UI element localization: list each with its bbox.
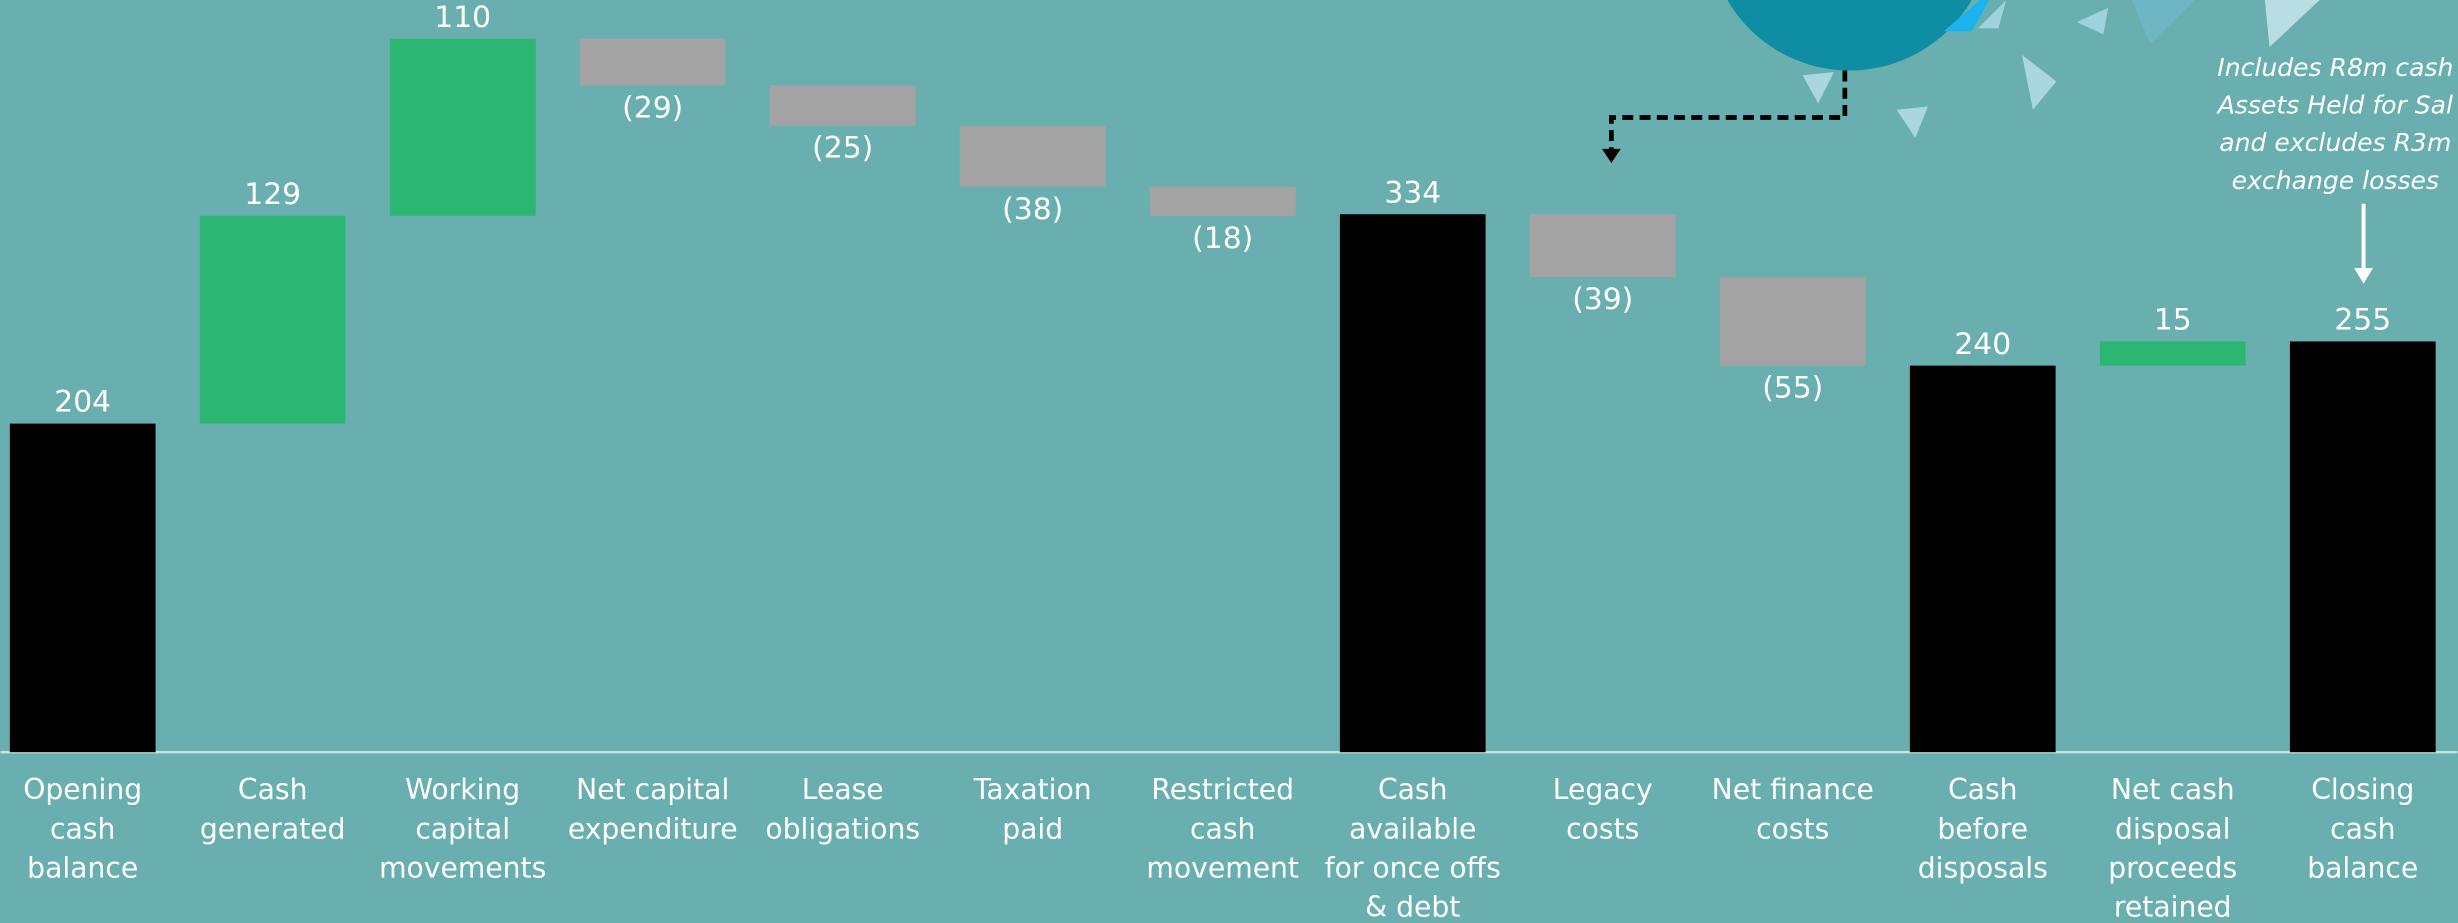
bar	[2100, 341, 2246, 365]
x-tick-label: Net capital expenditure	[556, 771, 750, 849]
x-tick-label: Net cash disposal proceeds retained	[2076, 771, 2270, 923]
value-label: 255	[2334, 303, 2391, 338]
x-tick-label: Cash generated	[176, 771, 370, 849]
x-label-box: Cash generated	[176, 771, 370, 923]
annotation: Assets Held for Sal	[2216, 91, 2453, 120]
x-label-box: Net capital expenditure	[556, 771, 750, 923]
value-label: 334	[1384, 175, 1441, 210]
x-label-box: Lease obligations	[746, 771, 940, 923]
bar	[1910, 366, 2056, 753]
annotation: exchange losses	[2232, 166, 2439, 195]
x-label-box: Legacy costs	[1506, 771, 1700, 923]
x-label-box: Opening cash balance	[0, 771, 180, 923]
bar	[2290, 341, 2436, 752]
bar	[10, 424, 156, 753]
value-label: (29)	[622, 90, 683, 125]
value-label: 240	[1954, 327, 2011, 362]
value-label: 15	[2154, 303, 2192, 338]
x-label-box: Working capital movements	[366, 771, 560, 923]
x-label-box: Cash available for once offs & debt	[1316, 771, 1510, 923]
bar	[1530, 214, 1676, 277]
x-tick-label: Opening cash balance	[0, 771, 180, 889]
x-label-box: Restricted cash movement	[1126, 771, 1320, 923]
bar	[1720, 277, 1866, 366]
x-tick-label: Taxation paid	[936, 771, 1130, 849]
value-label: (55)	[1762, 371, 1823, 406]
x-tick-label: Legacy costs	[1506, 771, 1700, 849]
value-label: (39)	[1572, 282, 1633, 317]
x-label-box: Net cash disposal proceeds retained	[2076, 771, 2270, 923]
x-tick-label: Net finance costs	[1696, 771, 1890, 849]
value-label: 204	[54, 385, 111, 420]
annotation: Includes R8m cash	[2217, 53, 2453, 82]
x-label-box: Cash before disposals	[1886, 771, 2080, 923]
bar	[580, 39, 726, 86]
x-tick-label: Restricted cash movement	[1126, 771, 1320, 889]
value-label: (18)	[1192, 221, 1253, 256]
bar	[1340, 214, 1486, 752]
x-tick-label: Closing cash balance	[2266, 771, 2458, 889]
x-tick-label: Cash before disposals	[1886, 771, 2080, 889]
bar	[1150, 187, 1296, 216]
bar	[770, 85, 916, 125]
x-label-box: Closing cash balance	[2266, 771, 2458, 923]
x-tick-label: Cash available for once offs & debt	[1316, 771, 1510, 923]
value-label: 129	[244, 177, 301, 212]
chart: 204 Opening cash balance 129 Cash generated…	[0, 0, 2458, 923]
page: {"chart_data": {"type": "waterfall", "ca…	[0, 0, 2458, 923]
annotation: and excludes R3m	[2219, 128, 2451, 157]
x-tick-label: Lease obligations	[746, 771, 940, 849]
x-label-box: Taxation paid	[936, 771, 1130, 923]
value-label: (38)	[1002, 192, 1063, 227]
bar	[960, 126, 1106, 187]
value-label: 110	[434, 0, 491, 35]
value-label: (25)	[812, 131, 873, 166]
bar	[390, 39, 536, 216]
x-tick-label: Working capital movements	[366, 771, 560, 889]
x-label-box: Net finance costs	[1696, 771, 1890, 923]
bar	[200, 216, 346, 424]
